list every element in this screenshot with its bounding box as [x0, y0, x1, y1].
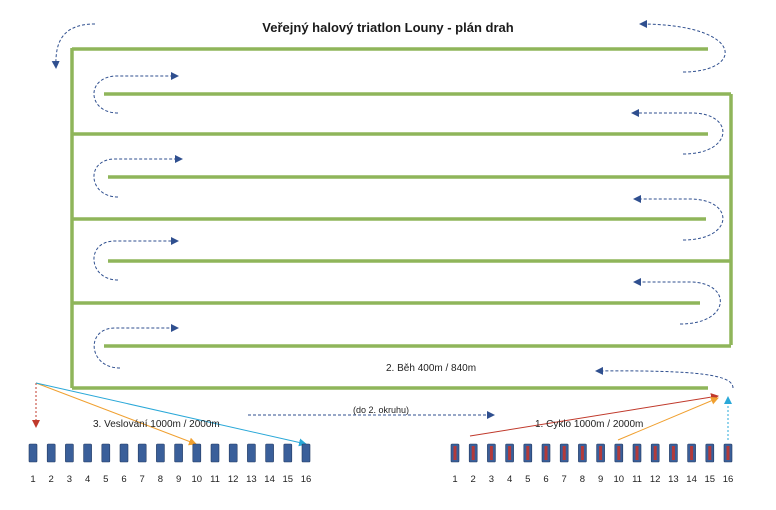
- run-label: 2. Běh 400m / 840m: [386, 363, 477, 374]
- arrow-left-uturn-3: [93, 237, 179, 281]
- bike-station-number: 13: [668, 474, 679, 485]
- bike-station-accent-13: [671, 446, 675, 460]
- bike-station-number: 5: [525, 474, 531, 485]
- rowing-station-6: [119, 443, 129, 463]
- running-track: [70, 47, 733, 390]
- arrow-top-right: [639, 20, 726, 73]
- rowing-station-number: 8: [157, 474, 164, 485]
- bike-station-accent-10: [617, 446, 621, 460]
- bike-station-number: 10: [613, 474, 625, 485]
- arrow-right-uturn-3: [633, 278, 721, 325]
- bike-station-number: 9: [597, 474, 604, 485]
- rowing-station-3: [65, 443, 74, 463]
- bike-station-number: 3: [488, 474, 495, 485]
- rowing-station-number: 10: [191, 474, 203, 485]
- rowing-station-1: [28, 443, 38, 463]
- bike-station-number: 11: [632, 474, 642, 485]
- rowing-station-12: [228, 443, 238, 463]
- rowing-station-number: 3: [66, 474, 73, 485]
- bike-station-number: 15: [704, 474, 716, 485]
- bike-station-number: 12: [649, 474, 661, 485]
- rowing-station-number: 13: [246, 474, 257, 485]
- bike-station-accent-6: [544, 446, 548, 460]
- bike-station-number: 6: [543, 474, 549, 485]
- diagram-title: Veřejný halový triatlon Louny - plán dra…: [262, 20, 514, 35]
- bike-station-number: 8: [579, 474, 586, 485]
- bike-station-number: 4: [506, 474, 513, 485]
- rowing-station-5: [101, 443, 111, 463]
- rowing-station-9: [174, 443, 183, 463]
- bike-station-accent-7: [562, 446, 566, 460]
- rowing-station-number: 9: [175, 474, 182, 485]
- bike-station-accent-9: [599, 446, 603, 460]
- rowing-stations: [28, 443, 311, 463]
- arrow-left-uturn-1: [93, 72, 179, 114]
- arrow-rowing-cyan: [35, 382, 307, 447]
- rowing-station-11: [210, 443, 220, 463]
- bike-station-accent-5: [526, 446, 530, 460]
- rowing-station-number: 5: [103, 474, 109, 485]
- bike-station-accent-8: [580, 446, 584, 460]
- rowing-station-8: [156, 443, 165, 463]
- bike-label: 1. Cyklo 1000m / 2000m: [535, 419, 644, 430]
- rowing-station-10: [192, 443, 202, 463]
- rowing-label: 3. Veslování 1000m / 2000m: [93, 419, 220, 430]
- bike-stations: [450, 443, 733, 463]
- arrow-bike-orange: [617, 397, 719, 441]
- arrow-rowing-orange: [35, 382, 197, 446]
- bike-station-accent-11: [635, 446, 639, 460]
- bike-station-number: 16: [722, 474, 734, 485]
- bike-station-accent-14: [690, 446, 694, 460]
- rowing-station-number: 15: [282, 474, 294, 485]
- rowing-station-number: 16: [300, 474, 312, 485]
- transfer-label: (do 2. okruhu): [353, 405, 410, 415]
- rowing-station-number: 11: [210, 474, 220, 485]
- arrow-bottom-return: [595, 366, 734, 389]
- arrow-right-uturn-1: [631, 109, 724, 155]
- bike-station-accent-4: [508, 446, 512, 460]
- rowing-station-number: 4: [84, 474, 91, 485]
- direction-arrows: [51, 20, 734, 389]
- arrow-right-uturn-2: [633, 195, 724, 241]
- bike-station-accent-16: [726, 446, 730, 460]
- rowing-station-number: 6: [121, 474, 127, 485]
- rowing-station-number: 2: [48, 474, 54, 485]
- rowing-station-number: 1: [30, 474, 36, 485]
- bike-station-number: 14: [686, 474, 697, 485]
- rowing-station-4: [83, 443, 92, 463]
- rowing-station-number: 7: [139, 474, 145, 485]
- rowing-station-number: 14: [264, 474, 275, 485]
- rowing-station-7: [137, 443, 147, 463]
- rowing-station-15: [283, 443, 293, 463]
- rowing-station-14: [265, 443, 274, 463]
- arrow-left-uturn-2: [93, 155, 183, 198]
- rowing-station-16: [301, 443, 311, 463]
- rowing-station-number: 12: [227, 474, 239, 485]
- rowing-station-2: [46, 443, 56, 463]
- bike-station-accent-3: [489, 446, 493, 460]
- rowing-station-13: [247, 443, 256, 463]
- bike-station-number: 1: [452, 474, 458, 485]
- arrow-top-left: [51, 23, 96, 69]
- bike-station-number: 7: [561, 474, 567, 485]
- bike-station-accent-2: [471, 446, 475, 460]
- bike-station-accent-15: [708, 446, 712, 460]
- bike-station-accent-12: [653, 446, 657, 460]
- bike-station-accent-1: [453, 446, 457, 460]
- bike-station-number: 2: [470, 474, 476, 485]
- arrow-bike-red: [469, 393, 719, 437]
- arrow-left-uturn-4: [93, 324, 179, 369]
